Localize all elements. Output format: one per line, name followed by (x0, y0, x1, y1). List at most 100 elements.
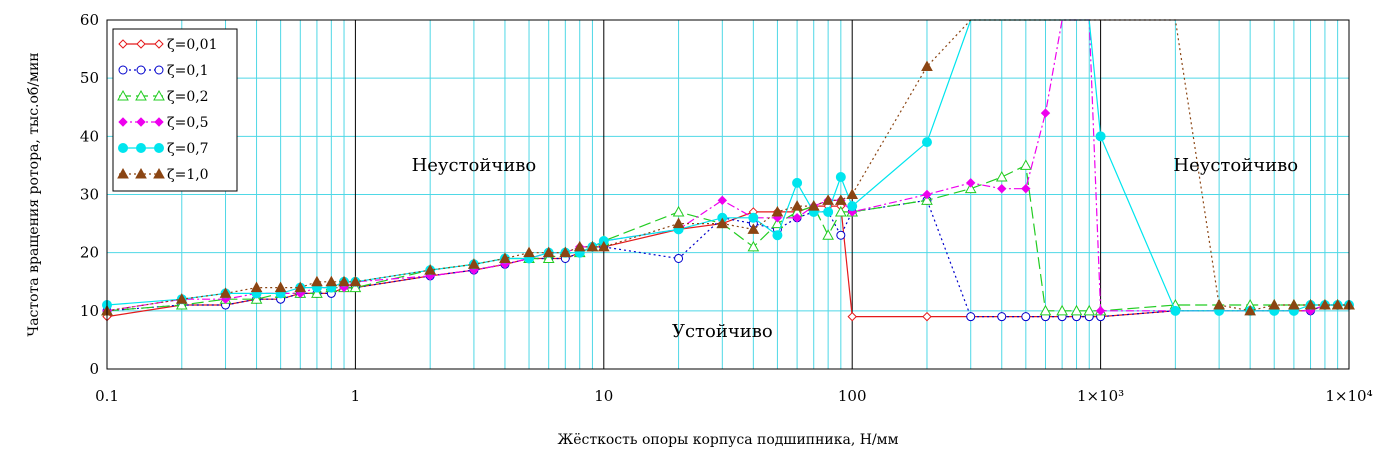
data-point (846, 188, 859, 199)
legend-label: ζ=0,01 (167, 37, 218, 53)
legend-marker (136, 39, 146, 49)
series-line (106, 19, 1349, 312)
legend-label: ζ=0,7 (167, 141, 209, 157)
data-point (836, 230, 846, 240)
data-point (672, 217, 685, 229)
data-point (1288, 298, 1300, 310)
legend-marker (135, 167, 147, 179)
data-point (834, 194, 847, 205)
annotations: Неустойчиво Устойчиво Неустойчиво (412, 155, 1299, 342)
data-point (1039, 304, 1052, 316)
data-point (325, 275, 338, 287)
y-tick-label: 0 (89, 360, 99, 378)
legend-marker (153, 167, 165, 179)
data-point (1213, 298, 1225, 310)
data-point (995, 171, 1008, 182)
y-tick-label: 40 (80, 127, 99, 145)
data-point (175, 298, 188, 310)
tick-labels: 0.1 1 10 100 1×10³ 1×10⁴ 0 10 20 30 40 50 60 (80, 11, 1373, 405)
grid (106, 19, 1350, 370)
region-label: Неустойчиво (412, 155, 537, 176)
plot-frame (106, 19, 1350, 370)
data-point (1319, 298, 1331, 310)
data-point (807, 200, 820, 211)
data-point (997, 312, 1007, 322)
data-point (175, 293, 188, 304)
data-point (822, 229, 834, 240)
data-point (1056, 304, 1068, 316)
series-1 (102, 201, 1354, 322)
data-point (274, 281, 287, 293)
y-tick-label: 60 (80, 11, 99, 29)
y-tick-label: 10 (80, 302, 99, 320)
data-point (772, 230, 783, 241)
legend-marker (154, 39, 164, 49)
data-point (922, 189, 932, 200)
data-point (747, 223, 760, 234)
series-line (106, 205, 1349, 318)
data-point (1304, 298, 1317, 310)
legend-label: ζ=0,2 (167, 89, 209, 105)
series-2 (102, 195, 1354, 322)
data-point (1268, 298, 1281, 310)
data-point (1331, 298, 1344, 310)
data-point (586, 240, 599, 252)
legend-marker (153, 89, 165, 101)
data-point (791, 200, 803, 211)
x-tick-label: 1×10³ (1077, 387, 1124, 405)
legend-marker (136, 117, 146, 127)
legend-marker (154, 65, 164, 75)
legend-marker (118, 65, 128, 75)
data-point (717, 195, 728, 206)
data-point (792, 177, 803, 188)
legend-label: ζ=0,5 (167, 115, 209, 131)
data-point (468, 258, 480, 269)
data-point (219, 287, 232, 298)
data-point (1021, 183, 1031, 194)
region-label: Устойчиво (672, 321, 773, 342)
legend-marker (154, 143, 164, 153)
legend-marker (136, 143, 146, 153)
data-point (597, 240, 610, 252)
data-point (294, 281, 307, 293)
legend-marker (118, 117, 128, 127)
data-point (1021, 312, 1031, 322)
data-point (499, 252, 511, 263)
data-point (349, 275, 362, 287)
data-point (997, 183, 1007, 194)
data-point (847, 201, 858, 212)
legend-marker (117, 89, 129, 101)
legend-box (112, 28, 238, 192)
x-tick-label: 0.1 (95, 387, 119, 405)
data-point (716, 217, 729, 229)
y-tick-label: 30 (80, 186, 99, 204)
data-point (1083, 304, 1096, 316)
data-point (349, 281, 362, 293)
x-tick-label: 1×10⁴ (1325, 387, 1372, 405)
data-point (573, 240, 586, 252)
data-point (338, 275, 350, 287)
data-point (559, 246, 572, 258)
series-6 (101, 19, 1355, 316)
data-point (424, 264, 437, 275)
y-tick-label: 50 (80, 69, 99, 87)
data-point (542, 246, 555, 258)
data-point (823, 206, 834, 217)
data-point (835, 172, 846, 183)
data-point (922, 311, 932, 322)
data-point (250, 281, 263, 293)
series-line (106, 164, 1349, 312)
series-5 (102, 19, 1354, 316)
data-point (847, 311, 857, 322)
x-axis-title: Жёсткость опоры корпуса подшипника, Н/мм (558, 432, 899, 448)
data-point (747, 240, 760, 252)
data-point (674, 253, 684, 263)
data-point (834, 205, 847, 217)
data-point (1244, 304, 1257, 316)
x-tick-label: 10 (594, 387, 613, 405)
series-4 (102, 19, 1354, 316)
data-point (964, 182, 977, 194)
x-tick-label: 1 (351, 387, 361, 405)
data-point (921, 137, 932, 148)
